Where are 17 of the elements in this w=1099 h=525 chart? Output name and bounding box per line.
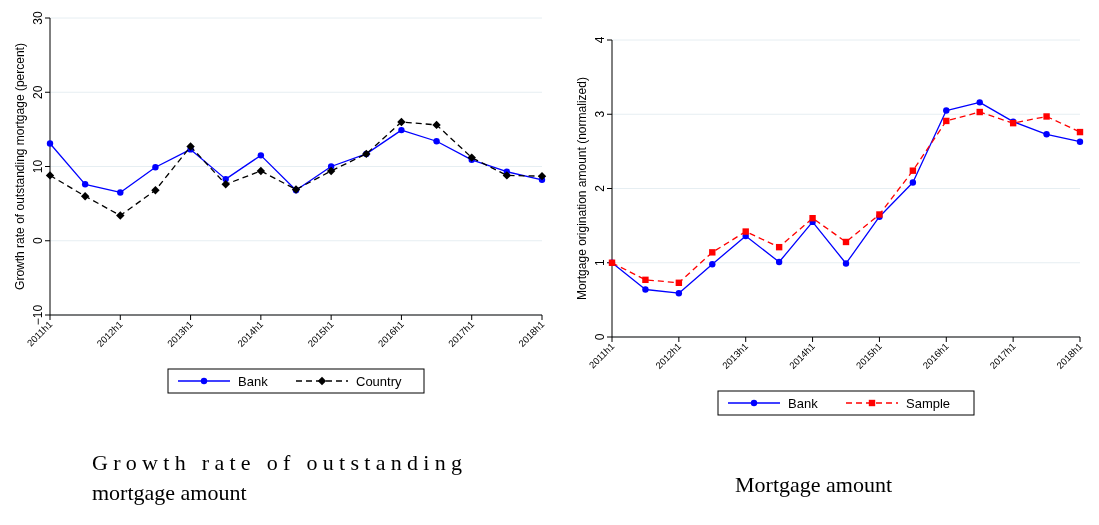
y-tick-label: 0 (31, 237, 45, 245)
text: Mortgage amount (735, 472, 893, 497)
y-tick-label: 10 (31, 159, 45, 174)
legend-label: Country (356, 373, 403, 389)
y-tick-label: 2 (593, 184, 607, 192)
y-tick-label: 4 (593, 36, 607, 44)
y-tick-label: 20 (31, 85, 45, 99)
legend-label: Sample (906, 395, 951, 411)
legend-label: Bank (788, 395, 819, 411)
y-tick-label: 30 (31, 11, 45, 25)
y-tick-label: 1 (593, 259, 607, 267)
legend-label: Bank (238, 373, 269, 389)
y-tick-label: 0 (593, 333, 607, 341)
y-axis-title: Mortgage origination amount (normalized) (575, 77, 589, 300)
y-tick-label: 3 (593, 110, 607, 118)
text: Growth rate of outstanding mortgage amount (92, 450, 462, 505)
y-axis-title: Growth rate of outstanding mortgage (percent) (13, 43, 27, 290)
